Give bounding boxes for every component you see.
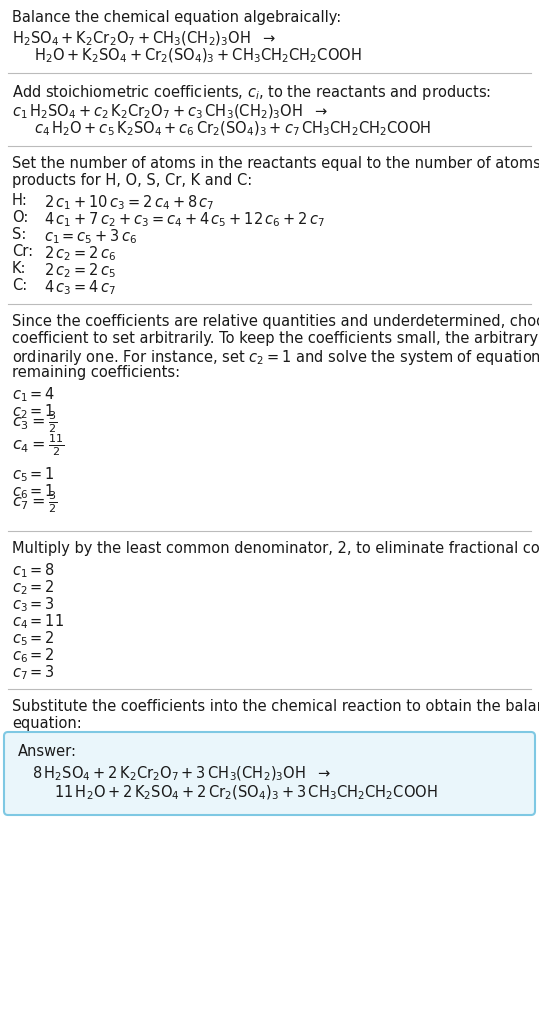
Text: H:: H: xyxy=(12,193,28,208)
Text: $11\,\mathrm{H_2O} + 2\,\mathrm{K_2SO_4} + 2\,\mathrm{Cr_2(SO_4)_3} + 3\,\mathrm: $11\,\mathrm{H_2O} + 2\,\mathrm{K_2SO_4}… xyxy=(54,784,438,802)
Text: $c_4\,\mathrm{H_2O} + c_5\,\mathrm{K_2SO_4} + c_6\,\mathrm{Cr_2(SO_4)_3} + c_7\,: $c_4\,\mathrm{H_2O} + c_5\,\mathrm{K_2SO… xyxy=(34,120,431,138)
Text: Add stoichiometric coefficients, $c_i$, to the reactants and products:: Add stoichiometric coefficients, $c_i$, … xyxy=(12,83,491,102)
Text: $4\,c_3 = 4\,c_7$: $4\,c_3 = 4\,c_7$ xyxy=(44,278,116,296)
Text: $c_1 = 4$: $c_1 = 4$ xyxy=(12,385,56,404)
Text: C:: C: xyxy=(12,278,27,293)
Text: $2\,c_1 + 10\,c_3 = 2\,c_4 + 8\,c_7$: $2\,c_1 + 10\,c_3 = 2\,c_4 + 8\,c_7$ xyxy=(44,193,215,212)
Text: Since the coefficients are relative quantities and underdetermined, choose a: Since the coefficients are relative quan… xyxy=(12,314,539,329)
Text: $c_1 = c_5 + 3\,c_6$: $c_1 = c_5 + 3\,c_6$ xyxy=(44,227,137,245)
Text: Cr:: Cr: xyxy=(12,244,33,259)
Text: ordinarily one. For instance, set $c_2 = 1$ and solve the system of equations fo: ordinarily one. For instance, set $c_2 =… xyxy=(12,349,539,367)
Text: K:: K: xyxy=(12,261,26,276)
Text: products for H, O, S, Cr, K and C:: products for H, O, S, Cr, K and C: xyxy=(12,173,252,188)
Text: O:: O: xyxy=(12,210,29,225)
Text: $8\,\mathrm{H_2SO_4} + 2\,\mathrm{K_2Cr_2O_7} + 3\,\mathrm{CH_3(CH_2)_3OH}$  $\r: $8\,\mathrm{H_2SO_4} + 2\,\mathrm{K_2Cr_… xyxy=(32,765,331,784)
Text: coefficient to set arbitrarily. To keep the coefficients small, the arbitrary va: coefficient to set arbitrarily. To keep … xyxy=(12,331,539,346)
Text: $c_1\,\mathrm{H_2SO_4} + c_2\,\mathrm{K_2Cr_2O_7} + c_3\,\mathrm{CH_3(CH_2)_3OH}: $c_1\,\mathrm{H_2SO_4} + c_2\,\mathrm{K_… xyxy=(12,103,328,122)
Text: $\mathrm{H_2SO_4 + K_2Cr_2O_7 + CH_3(CH_2)_3OH}$  $\rightarrow$: $\mathrm{H_2SO_4 + K_2Cr_2O_7 + CH_3(CH_… xyxy=(12,30,276,48)
Text: S:: S: xyxy=(12,227,26,242)
Text: $c_5 = 1$: $c_5 = 1$ xyxy=(12,465,55,483)
Text: $4\,c_1 + 7\,c_2 + c_3 = c_4 + 4\,c_5 + 12\,c_6 + 2\,c_7$: $4\,c_1 + 7\,c_2 + c_3 = c_4 + 4\,c_5 + … xyxy=(44,210,325,229)
Text: $c_1 = 8$: $c_1 = 8$ xyxy=(12,561,55,579)
Text: Balance the chemical equation algebraically:: Balance the chemical equation algebraica… xyxy=(12,10,341,25)
Text: $c_5 = 2$: $c_5 = 2$ xyxy=(12,629,55,648)
FancyBboxPatch shape xyxy=(4,732,535,815)
Text: $c_7 = \frac{3}{2}$: $c_7 = \frac{3}{2}$ xyxy=(12,490,57,515)
Text: Answer:: Answer: xyxy=(18,744,77,759)
Text: $2\,c_2 = 2\,c_6$: $2\,c_2 = 2\,c_6$ xyxy=(44,244,116,263)
Text: $2\,c_2 = 2\,c_5$: $2\,c_2 = 2\,c_5$ xyxy=(44,261,116,280)
Text: $c_3 = 3$: $c_3 = 3$ xyxy=(12,595,55,613)
Text: Substitute the coefficients into the chemical reaction to obtain the balanced: Substitute the coefficients into the che… xyxy=(12,699,539,714)
Text: Multiply by the least common denominator, 2, to eliminate fractional coefficient: Multiply by the least common denominator… xyxy=(12,541,539,556)
Text: $\mathrm{H_2O + K_2SO_4 + Cr_2(SO_4)_3 + CH_3CH_2CH_2COOH}$: $\mathrm{H_2O + K_2SO_4 + Cr_2(SO_4)_3 +… xyxy=(34,47,362,65)
Text: Set the number of atoms in the reactants equal to the number of atoms in the: Set the number of atoms in the reactants… xyxy=(12,156,539,171)
Text: $c_6 = 2$: $c_6 = 2$ xyxy=(12,646,55,664)
Text: equation:: equation: xyxy=(12,716,82,731)
Text: $c_3 = \frac{3}{2}$: $c_3 = \frac{3}{2}$ xyxy=(12,409,57,435)
Text: remaining coefficients:: remaining coefficients: xyxy=(12,365,180,380)
Text: $c_2 = 1$: $c_2 = 1$ xyxy=(12,402,55,421)
Text: $c_4 = 11$: $c_4 = 11$ xyxy=(12,612,64,631)
Text: $c_7 = 3$: $c_7 = 3$ xyxy=(12,663,55,682)
Text: $c_2 = 2$: $c_2 = 2$ xyxy=(12,578,55,597)
Text: $c_4 = \frac{11}{2}$: $c_4 = \frac{11}{2}$ xyxy=(12,432,64,458)
Text: $c_6 = 1$: $c_6 = 1$ xyxy=(12,482,55,501)
